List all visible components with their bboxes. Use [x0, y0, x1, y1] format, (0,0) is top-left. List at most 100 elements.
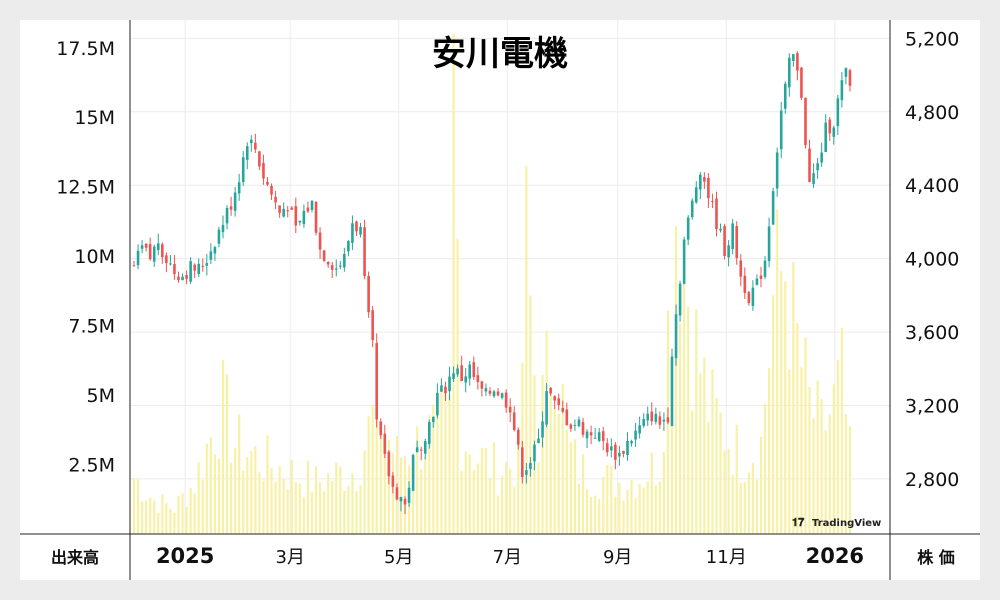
candle-body	[136, 250, 140, 266]
candle-body	[670, 356, 674, 426]
candle-body	[610, 446, 613, 451]
tradingview-logo-icon: 𝟏𝟕	[792, 516, 805, 529]
price-candle	[630, 439, 633, 447]
candle-body	[177, 276, 180, 281]
left-tick-label: 5M	[87, 385, 115, 407]
candle-body	[262, 162, 265, 179]
volume-bar	[589, 496, 593, 534]
x-tick-label: 9月	[603, 547, 632, 568]
candle-body	[565, 409, 569, 426]
right-tick-label: 4,400	[905, 175, 959, 197]
candle-body	[569, 424, 573, 429]
candle-body	[355, 221, 358, 232]
volume-bar	[509, 468, 512, 534]
price-candle	[610, 438, 613, 458]
volume-bar	[561, 383, 564, 534]
price-candle	[763, 255, 767, 280]
volume-bar	[484, 448, 488, 534]
volume-bar	[739, 482, 742, 534]
volume-bar	[412, 465, 415, 534]
candle-body	[484, 388, 488, 392]
candle-body	[751, 287, 755, 306]
price-candle	[314, 201, 318, 236]
price-candle	[844, 67, 848, 85]
price-candle	[185, 270, 188, 285]
volume-bar	[335, 462, 338, 534]
volume-bar	[848, 426, 852, 534]
price-candle	[707, 173, 710, 209]
candle-body	[383, 433, 387, 454]
volume-bar	[153, 500, 156, 534]
candle-body	[181, 276, 184, 281]
price-candle	[144, 243, 148, 252]
left-axis-ticks: 2.5M 5M 7.5M 10M 12.5M 15M 17.5M	[56, 38, 115, 477]
price-candle	[156, 233, 160, 256]
price-candle	[476, 366, 480, 390]
price-candle	[642, 413, 645, 428]
candle-body	[492, 391, 496, 397]
volume-bar	[658, 481, 661, 534]
candle-body	[500, 393, 504, 398]
volume-bar	[606, 464, 609, 534]
candle-body	[808, 148, 811, 182]
candle-body	[197, 263, 201, 275]
price-candle	[322, 249, 326, 263]
candle-body	[703, 177, 706, 182]
price-candle	[290, 205, 294, 210]
candle-body	[816, 163, 819, 171]
candle-body	[254, 142, 257, 150]
volume-bar	[759, 436, 763, 534]
price-candle	[440, 378, 443, 392]
price-candle	[792, 54, 795, 67]
price-candle	[343, 247, 346, 272]
price-candle	[415, 440, 419, 453]
candle-body	[529, 462, 532, 470]
volume-bar	[302, 497, 305, 534]
price-candle	[593, 427, 597, 439]
price-candle	[225, 205, 229, 230]
price-candle	[500, 392, 504, 400]
candle-body	[537, 438, 540, 444]
price-candle	[241, 151, 245, 186]
candle-body	[338, 265, 342, 267]
volume-bar	[840, 327, 843, 534]
price-candle	[614, 441, 617, 470]
price-candle	[666, 407, 670, 425]
candle-body	[694, 187, 698, 203]
volume-bar	[776, 209, 779, 534]
volume-bar	[274, 481, 277, 534]
volume-bar	[432, 404, 435, 534]
volume-bar	[290, 459, 293, 534]
volume-bar	[323, 491, 326, 534]
volume-bar	[197, 462, 200, 534]
price-candle	[783, 81, 787, 114]
candle-body	[512, 412, 516, 431]
price-candle	[209, 243, 213, 264]
x-tick-label: 5月	[384, 547, 413, 568]
price-candle	[743, 267, 747, 300]
volume-bar	[573, 439, 577, 534]
candle-body	[533, 444, 536, 462]
price-candle	[618, 445, 621, 466]
candle-body	[241, 157, 245, 183]
left-tick-label: 10M	[74, 246, 115, 268]
candle-body	[634, 430, 637, 440]
volume-bar	[650, 452, 653, 534]
candle-body	[686, 217, 690, 240]
volume-bar	[585, 489, 589, 534]
volume-bar	[796, 323, 799, 534]
price-candle	[597, 428, 601, 443]
price-candle	[650, 402, 654, 426]
price-candle	[569, 423, 573, 432]
candle-body	[371, 310, 374, 341]
price-candle	[820, 142, 823, 167]
price-candle	[703, 172, 706, 189]
volume-bar	[140, 501, 144, 534]
volume-bar	[618, 482, 621, 534]
volume-bar	[804, 337, 807, 534]
candle-body	[363, 227, 366, 277]
left-tick-label: 17.5M	[56, 38, 115, 60]
volume-bar	[189, 487, 192, 534]
price-candle	[634, 422, 637, 447]
volume-bar	[278, 466, 281, 534]
